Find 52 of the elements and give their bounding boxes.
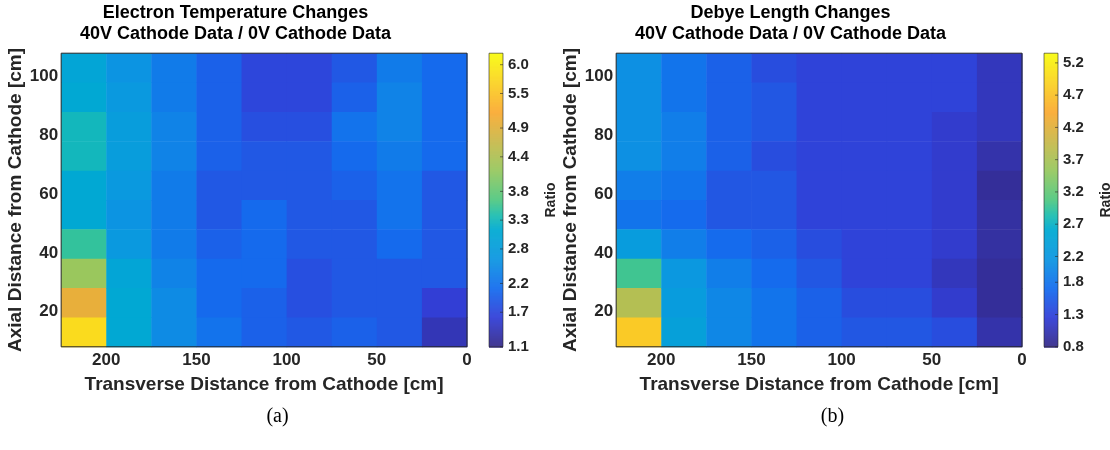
color-bar-label: 5.5 <box>508 83 529 101</box>
x-tick-label: 50 <box>922 349 942 369</box>
y-tick-label: 100 <box>584 66 614 86</box>
color-bar-label: 3.7 <box>1063 149 1084 167</box>
y-tick-label: 60 <box>594 183 614 203</box>
y-axis-title: Axial Distance from Cathode [cm] <box>3 47 25 353</box>
color-bar-label: 1.7 <box>508 302 529 320</box>
x-tick-label: 0 <box>462 349 472 369</box>
x-tick-label: 150 <box>182 349 211 369</box>
x-tick-label: 50 <box>367 349 387 369</box>
color-bar-label: 3.3 <box>508 210 529 228</box>
chart-subtitle: 40V Cathode Data / 0V Cathode Data <box>79 23 393 44</box>
color-bar-label: 4.7 <box>1063 85 1084 103</box>
color-bar-label: 6.0 <box>508 54 529 72</box>
color-bar-label: 3.2 <box>1063 182 1084 200</box>
x-tick-label: 200 <box>647 349 676 369</box>
color-bar-label: 2.2 <box>508 273 529 291</box>
color-bar-label: 4.9 <box>508 118 529 136</box>
x-tick-label: 100 <box>827 349 856 369</box>
text: (b) <box>819 404 846 427</box>
color-bar-title: Ratio <box>1096 182 1110 218</box>
y-tick-label: 20 <box>39 301 59 321</box>
color-bar-label: 2.2 <box>1063 246 1084 264</box>
color-bar-label: 5.2 <box>1063 53 1084 71</box>
y-tick-label: 20 <box>594 301 614 321</box>
y-tick-label: 100 <box>29 66 59 86</box>
x-tick-label: 0 <box>1017 349 1027 369</box>
color-bar-label: 2.8 <box>508 239 529 257</box>
color-bar-label: 4.4 <box>508 146 530 164</box>
x-tick-label: 100 <box>272 349 301 369</box>
y-tick-label: 60 <box>39 183 59 203</box>
color-bar-label: 2.7 <box>1063 214 1084 232</box>
chart-title: Electron Temperature Changes <box>102 1 369 22</box>
color-bar-label: 0.8 <box>1063 336 1084 354</box>
text: (a) <box>265 404 290 427</box>
chart-subtitle: 40V Cathode Data / 0V Cathode Data <box>634 23 948 44</box>
color-bar-label: 1.3 <box>1063 304 1084 322</box>
x-tick-label: 200 <box>92 349 121 369</box>
y-axis-title: Axial Distance from Cathode [cm] <box>558 47 580 353</box>
color-bar-label: 1.1 <box>508 336 529 354</box>
x-axis-title: Transverse Distance from Cathode [cm] <box>639 372 999 394</box>
color-bar-title: Ratio <box>541 182 558 218</box>
y-tick-label: 40 <box>594 242 614 262</box>
chart-title: Debye Length Changes <box>690 1 891 22</box>
y-tick-label: 40 <box>39 242 59 262</box>
x-tick-label: 150 <box>737 349 766 369</box>
y-tick-label: 80 <box>594 125 614 145</box>
x-axis-title: Transverse Distance from Cathode [cm] <box>84 372 444 394</box>
y-tick-label: 80 <box>39 125 59 145</box>
color-bar-label: 3.8 <box>508 181 529 199</box>
color-bar-label: 1.8 <box>1063 272 1084 290</box>
color-bar-label: 4.2 <box>1063 117 1084 135</box>
